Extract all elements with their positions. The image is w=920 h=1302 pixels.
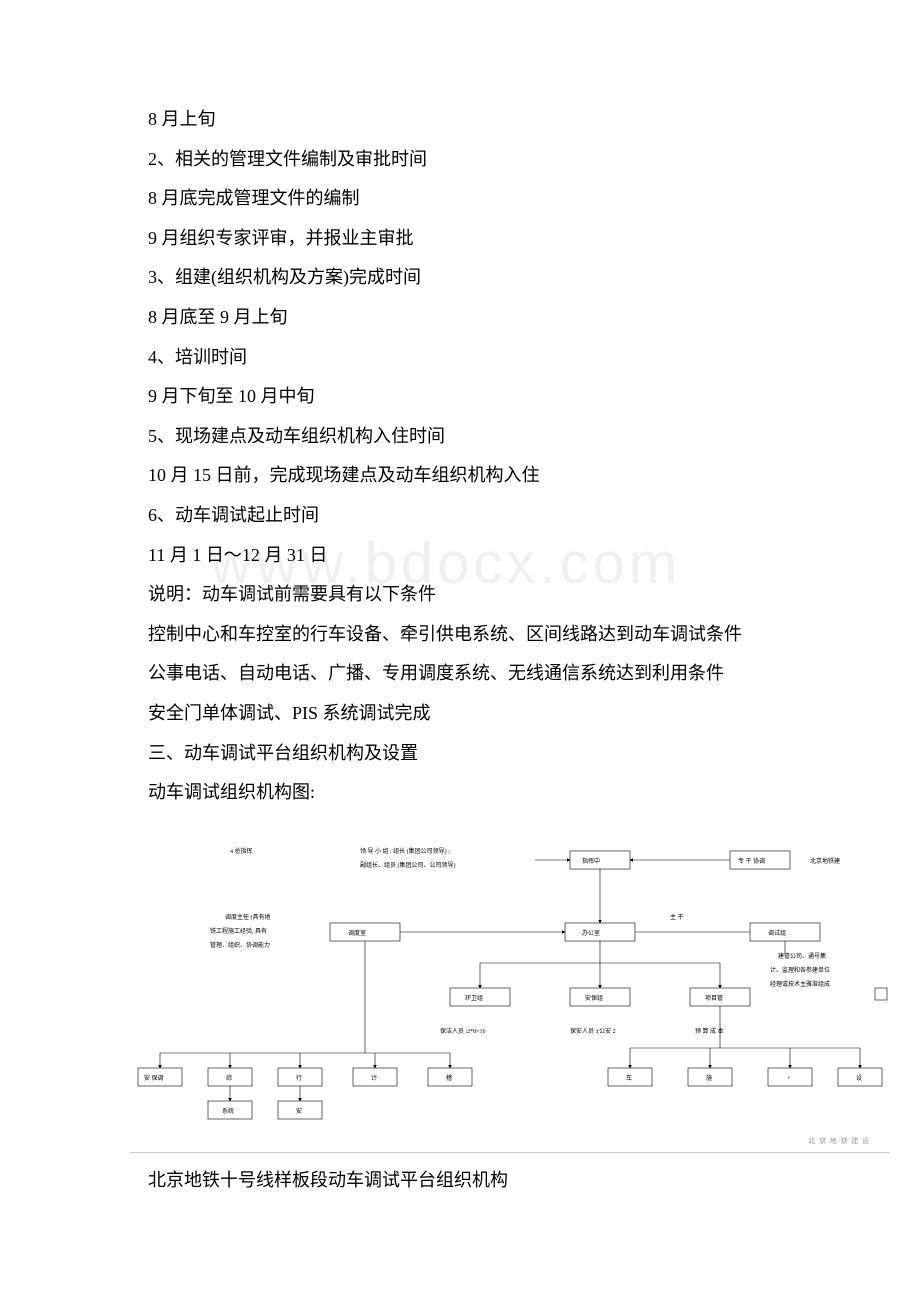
svg-text:安: 安 [296, 1107, 302, 1115]
paragraph: 公事电话、自动电话、广播、专用调度系统、无线通信系统达到利用条件 [130, 654, 790, 694]
label-zhihui: 指挥中 [582, 857, 600, 865]
svg-text:稽: 稽 [446, 1074, 452, 1082]
label-ys-note: 预 算 成 本 [695, 1027, 724, 1035]
diagram-caption: 北京地铁十号线样板段动车调试平台组织机构 [130, 1161, 790, 1201]
label-abz: 安保组 [585, 994, 603, 1002]
paragraph: 8 月底至 9 月上旬 [130, 298, 790, 338]
paragraph: 9 月下旬至 10 月中旬 [130, 377, 790, 417]
paragraph: 3、组建(组织机构及方案)完成时间 [130, 258, 790, 298]
label-dds: 调度室 [348, 929, 366, 937]
label-top-left: 4 总指挥 [230, 847, 253, 855]
paragraph: 三、动车调试平台组织机构及设置 [130, 734, 790, 774]
paragraph: 控制中心和车控室的行车设备、牵引供电系统、区间线路达到动车调试条件 [130, 615, 790, 655]
label-dd3: 管理、组织、协调能力 [210, 941, 270, 949]
svg-text:设: 设 [856, 1074, 862, 1082]
paragraph: 动车调试组织机构图: [130, 773, 790, 813]
svg-text:施: 施 [706, 1074, 712, 1082]
label-leader1: 领 导 小 组 : 组长 (集团公司领导) ; [360, 847, 450, 855]
paragraph: 11 月 1 日～12 月 31 日 [130, 536, 790, 576]
label-bj-note: 保洁人员 :2*8=16 [440, 1027, 486, 1035]
paragraph: 4、培训时间 [130, 338, 790, 378]
label-bgs: 办公室 [582, 929, 600, 937]
label-jgs1: 建管公司、通号集 [778, 952, 826, 960]
label-zhuanjia: 专 干 协调 [738, 857, 765, 865]
label-zhugan: 主 干 [670, 913, 684, 921]
paragraph: 6、动车调试起止时间 [130, 496, 790, 536]
document-body: 8 月上旬 2、相关的管理文件编制及审批时间 8 月底完成管理文件的编制 9 月… [130, 100, 790, 1200]
label-leader2: 副组长、组员 (集团公司、公司领导) [360, 861, 456, 869]
org-chart-diagram: 4 总指挥 领 导 小 组 : 组长 (集团公司领导) ; 副组长、组员 (集团… [130, 833, 890, 1153]
svg-text:安 保调: 安 保调 [144, 1074, 164, 1082]
svg-text:系统: 系统 [222, 1107, 234, 1115]
svg-text:行: 行 [296, 1074, 302, 1082]
label-jgs3: 经理或技术主雅准组成 [770, 980, 830, 988]
label-dd2: 铁工程施工经验, 具有 [210, 927, 267, 935]
paragraph: 安全门单体调试、PIS 系统调试完成 [130, 694, 790, 734]
label-hwz: 环卫组 [465, 994, 483, 1002]
svg-text:计: 计 [371, 1074, 377, 1082]
svg-text:车: 车 [626, 1074, 632, 1082]
paragraph: 8 月上旬 [130, 100, 790, 140]
paragraph: 2、相关的管理文件编制及审批时间 [130, 140, 790, 180]
diagram-footnote: 北 京 地 铁 建 设 [808, 1136, 870, 1146]
label-dd1: 调度主任 (具有地 [225, 913, 271, 921]
label-xmg: 项目管 [705, 994, 723, 1002]
paragraph: 5、现场建点及动车组织机构入住时间 [130, 417, 790, 457]
label-jgs2: 计、监理和各参建单位 [770, 966, 830, 974]
label-tsz: 调试组 [768, 929, 786, 937]
label-ba-note: 保安人员 :(公安 2 [570, 1027, 616, 1035]
paragraph: 8 月底完成管理文件的编制 [130, 179, 790, 219]
label-bj: 北京地铁建 [810, 857, 840, 865]
paragraph: 9 月组织专家评审，并报业主审批 [130, 219, 790, 259]
paragraph: 说明：动车调试前需要具有以下条件 [130, 575, 790, 615]
svg-text:综: 综 [226, 1074, 232, 1082]
paragraph: 10 月 15 日前，完成现场建点及动车组织机构入住 [130, 456, 790, 496]
